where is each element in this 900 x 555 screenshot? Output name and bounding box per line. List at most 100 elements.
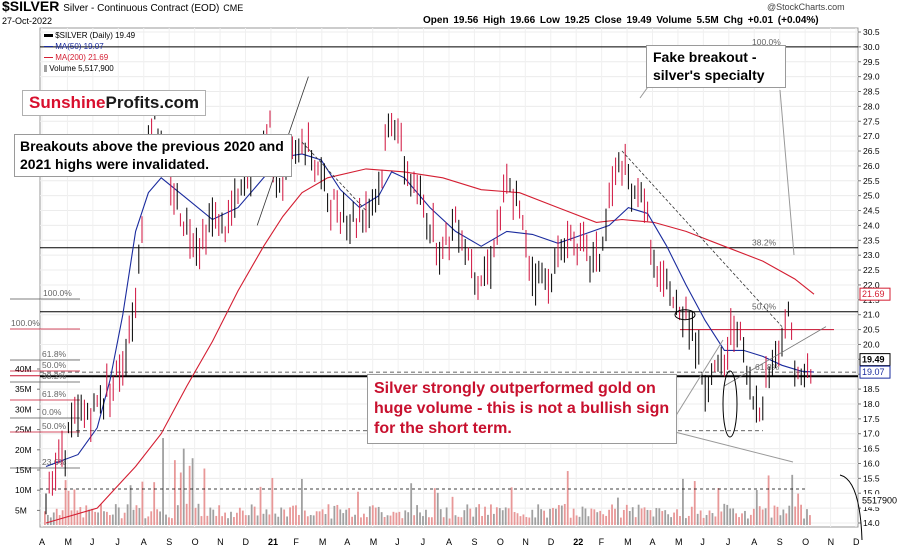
- volume-bar: [457, 516, 460, 525]
- volume-bar: [165, 514, 167, 525]
- volume-bar: [383, 517, 386, 525]
- legend-ma200-swatch: [44, 57, 53, 59]
- volume-bar: [303, 510, 306, 525]
- x-tick-label: 21: [268, 537, 278, 547]
- volume-bar: [321, 509, 324, 525]
- volume-bar: [475, 507, 478, 525]
- volume-tick-label: 35M: [15, 384, 32, 394]
- volume-bar: [569, 517, 572, 525]
- legend-ma50-label: MA(50) 19.07: [55, 42, 104, 51]
- volume-bar: [803, 518, 805, 525]
- volume-bar: [617, 497, 619, 525]
- volume-bar: [283, 509, 286, 525]
- volume-bar: [673, 512, 675, 525]
- price-tag-label: 21.69: [862, 289, 885, 299]
- volume-bar: [599, 510, 602, 525]
- price-tick-label: 16.5: [863, 444, 880, 454]
- volume-bar: [723, 503, 726, 525]
- x-tick-label: N: [522, 537, 529, 547]
- volume-bar: [135, 505, 138, 525]
- volume-bar: [498, 508, 501, 525]
- price-tag-label: 19.07: [862, 367, 885, 377]
- volume-tick-label: 20M: [15, 445, 32, 455]
- volume-bar: [309, 514, 312, 525]
- volume-bar: [428, 517, 430, 525]
- volume-bar: [519, 516, 522, 525]
- volume-bar: [123, 512, 126, 525]
- volume-bar: [336, 504, 339, 525]
- price-tick-label: 26.0: [863, 161, 880, 171]
- volume-bar: [779, 515, 782, 525]
- volume-bar: [419, 512, 421, 525]
- volume-bar: [168, 517, 170, 525]
- volume-bar: [259, 486, 262, 525]
- volume-bar: [504, 507, 507, 525]
- volume-bar: [758, 506, 761, 525]
- volume-bar: [767, 475, 770, 525]
- volume-bar: [398, 511, 401, 525]
- x-tick-label: J: [421, 537, 426, 547]
- volume-bar: [111, 514, 114, 525]
- x-tick-label: N: [828, 537, 835, 547]
- volume-bar: [324, 514, 327, 525]
- volume-bar: [67, 490, 70, 525]
- price-tick-label: 20.5: [863, 325, 880, 335]
- volume-bar: [537, 504, 540, 525]
- price-tick-label: 15.5: [863, 473, 880, 483]
- legend-price: $SILVER (Daily) 19.49: [44, 31, 135, 40]
- volume-bar: [238, 507, 241, 525]
- volume-bar: [91, 508, 94, 525]
- volume-bar: [761, 509, 764, 525]
- price-tick-label: 18.5: [863, 384, 880, 394]
- volume-bar: [200, 516, 203, 525]
- x-tick-label: A: [446, 537, 452, 547]
- volume-bar: [469, 508, 472, 525]
- highlight-arc-volume: [839, 474, 863, 541]
- volume-bar: [64, 480, 67, 525]
- volume-bar: [55, 508, 58, 525]
- x-tick-label: A: [751, 537, 757, 547]
- volume-bar: [327, 504, 330, 525]
- chart-date: 27-Oct-2022: [2, 16, 53, 26]
- volume-bar: [295, 505, 297, 525]
- volume-bar: [770, 517, 773, 525]
- volume-bar: [622, 509, 625, 525]
- left-fib-label: 0.0%: [42, 407, 62, 417]
- volume-bar: [97, 512, 99, 525]
- volume-bar: [487, 514, 489, 525]
- price-tag-label: 5517900: [862, 496, 897, 506]
- volume-bar: [679, 516, 681, 525]
- volume-bar: [478, 504, 481, 525]
- volume-bar: [628, 510, 631, 525]
- volume-bar: [274, 513, 277, 525]
- x-tick-label: M: [624, 537, 632, 547]
- volume-bar: [510, 487, 513, 525]
- volume-bar: [501, 510, 504, 525]
- x-tick-label: J: [726, 537, 731, 547]
- volume-bar: [253, 506, 256, 525]
- volume-bar: [380, 512, 383, 525]
- volume-bar: [442, 517, 445, 525]
- volume-bar: [752, 508, 755, 525]
- volume-bar: [546, 517, 548, 525]
- volume-bar: [114, 504, 117, 525]
- price-tick-label: 14.0: [863, 518, 880, 528]
- volume-bar: [528, 517, 531, 525]
- volume-tick-label: 25M: [15, 425, 32, 435]
- volume-bar: [664, 510, 667, 525]
- volume-bar: [791, 474, 794, 525]
- price-tick-label: 28.0: [863, 101, 880, 111]
- volume-bar: [103, 511, 105, 525]
- volume-bar: [132, 509, 135, 525]
- volume-bar: [593, 509, 596, 525]
- volume-bar: [289, 507, 291, 525]
- volume-bar: [584, 508, 587, 525]
- legend-price-label: $SILVER (Daily) 19.49: [55, 31, 136, 40]
- volume-bar: [292, 505, 294, 525]
- x-tick-label: M: [319, 537, 327, 547]
- volume-bar: [108, 515, 111, 525]
- volume-bar: [717, 488, 720, 525]
- logo-part-profits: Profits.com: [105, 93, 200, 112]
- volume-bar: [729, 508, 732, 525]
- volume-bar: [563, 503, 566, 525]
